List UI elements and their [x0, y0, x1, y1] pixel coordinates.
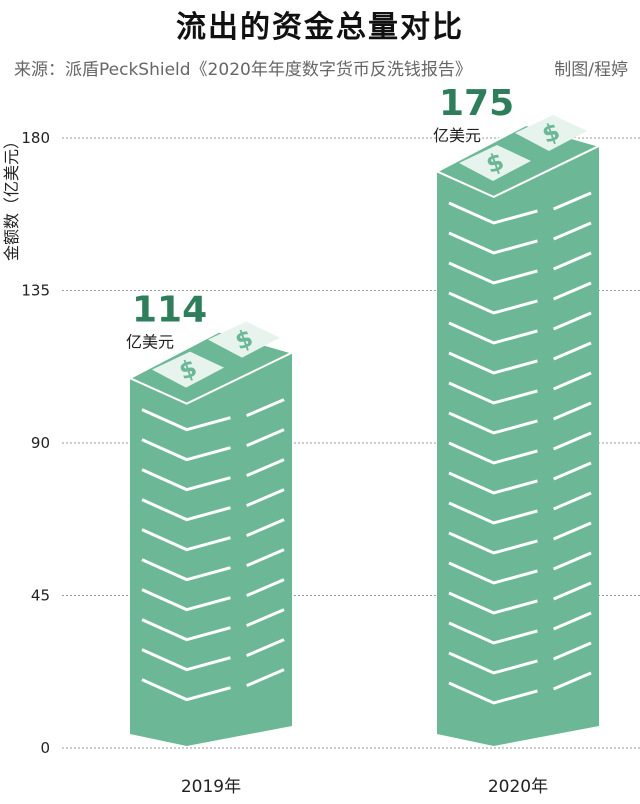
bar-layer-line — [553, 671, 592, 691]
bar-layer-line — [553, 341, 592, 361]
bar-layer-line — [448, 531, 538, 555]
y-tick-label: 180 — [21, 129, 50, 147]
banknote-window — [459, 144, 531, 181]
bar-layer-line — [448, 681, 538, 705]
chart-title: 流出的资金总量对比 — [176, 10, 464, 45]
bar-layer-line — [141, 678, 231, 702]
x-tick-label: 2019年 — [181, 777, 241, 797]
bar-layer-line — [141, 528, 231, 552]
bar-2: $$ — [434, 114, 602, 746]
bar-layer-line — [448, 411, 538, 435]
bar-layer-line — [448, 591, 538, 615]
bar-layer-line — [246, 428, 285, 448]
bar-layer-line — [553, 401, 592, 421]
banknote-window — [208, 321, 280, 358]
x-tick-label: 2020年 — [488, 777, 548, 797]
bar-layer-line — [553, 551, 592, 571]
bar-layer-line — [141, 498, 231, 522]
banknote-window — [515, 114, 587, 151]
bar-layer-line — [553, 611, 592, 631]
bar-layer-line — [553, 521, 592, 541]
bar-layer-line — [246, 398, 285, 418]
bar-layer-line — [448, 261, 538, 285]
bar-layer-line — [448, 471, 538, 495]
bar-layer-line — [448, 291, 538, 315]
banknote-window — [152, 351, 224, 388]
bar-layer-line — [141, 618, 231, 642]
bar-layer-line — [246, 668, 285, 688]
bar-layer-line — [448, 201, 538, 225]
bar-layer-line — [553, 461, 592, 481]
bar-layer-line — [553, 641, 592, 661]
bar-layer-line — [448, 621, 538, 645]
bar-layer-line — [141, 468, 231, 492]
bar-layer-line — [246, 458, 285, 478]
bar-layer-line — [448, 441, 538, 465]
bar-layer-line — [246, 608, 285, 628]
data-label: 114 — [132, 290, 207, 331]
source-note: 来源：派盾PeckShield《2020年年度数字货币反洗钱报告》 — [14, 60, 472, 80]
bar-layer-line — [141, 648, 231, 672]
bar-layer-line — [553, 371, 592, 391]
bar-layer-line — [553, 581, 592, 601]
y-tick-label: 135 — [21, 282, 50, 300]
bar-layer-line — [553, 491, 592, 511]
bar-layer-line — [448, 381, 538, 405]
data-label-unit: 亿美元 — [433, 126, 481, 145]
bar-body — [130, 352, 292, 746]
y-tick-label: 45 — [31, 587, 50, 605]
bar-layer-line — [448, 321, 538, 345]
bar-layer-line — [553, 221, 592, 241]
bar-layer-line — [141, 438, 231, 462]
bar-layer-line — [553, 251, 592, 271]
credit-note: 制图/程婷 — [554, 60, 628, 80]
bar-layer-line — [448, 351, 538, 375]
bar-layer-line — [246, 548, 285, 568]
bar-layer-line — [141, 408, 231, 432]
bar-layer-line — [448, 651, 538, 675]
bar-body — [437, 145, 599, 746]
y-tick-label: 0 — [40, 739, 50, 757]
bar-layer-line — [448, 561, 538, 585]
data-label: 175 — [439, 83, 514, 124]
bar-layer-line — [448, 231, 538, 255]
data-label-unit: 亿美元 — [126, 333, 174, 352]
bar-layer-line — [141, 558, 231, 582]
bar-1: $$ — [127, 321, 295, 746]
bar-layer-line — [553, 191, 592, 211]
y-tick-label: 90 — [31, 434, 50, 452]
bar-layer-line — [246, 488, 285, 508]
bar-layer-line — [141, 588, 231, 612]
bar-layer-line — [246, 578, 285, 598]
bar-layer-line — [553, 431, 592, 451]
bar-layer-line — [553, 311, 592, 331]
bar-layer-line — [246, 518, 285, 538]
bar-layer-line — [553, 281, 592, 301]
bar-layer-line — [448, 501, 538, 525]
bar-layer-line — [246, 638, 285, 658]
